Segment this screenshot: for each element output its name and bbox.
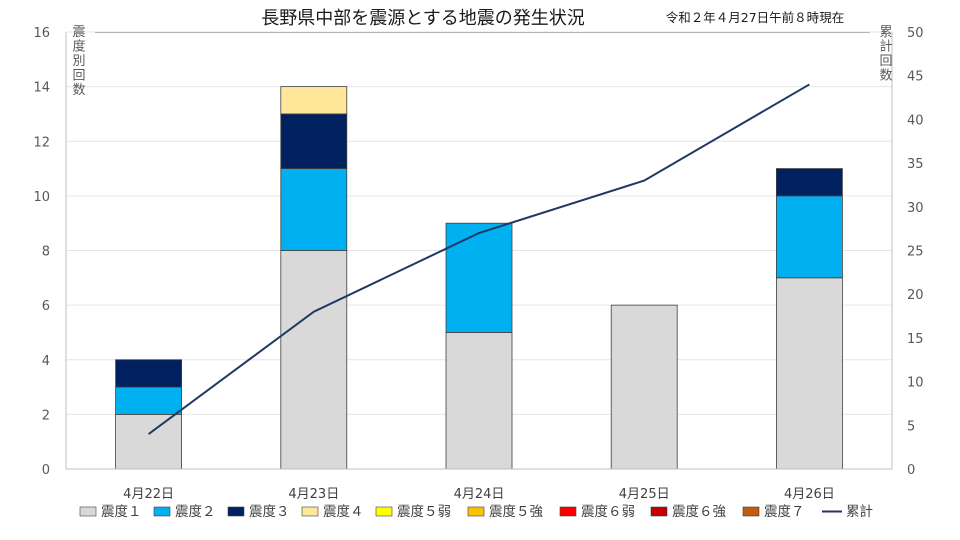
bar-segment [280,86,348,115]
legend-item: 震度７ [742,504,805,520]
legend-item: 震度１ [79,504,142,520]
bar-segment [776,195,843,279]
bar-segment [776,168,843,197]
y-right-tick-label: 45 [907,70,924,85]
y-right-axis-title-text: 累計回数 [879,25,892,84]
chart-title: 長野県中部を震源とする地震の発生状況 [261,8,584,29]
bar-segment [280,250,348,470]
y-right-tick-label: 40 [907,113,924,128]
legend-swatch [227,506,245,517]
y-left-tick-label: 0 [42,463,50,478]
y-right-tick-label: 30 [907,201,924,216]
bar-segment [445,332,513,470]
legend-item: 震度２ [153,504,216,520]
y-left-tick-label: 2 [42,408,50,423]
legend-swatch [153,506,171,517]
axes-layer: 0 2 4 6 8 10 12 14 16 0 5 10 15 20 25 30 35 40 45 50 震度別回数 累計… [33,25,923,502]
x-tick-label: 4月26日 [784,487,835,502]
y-left-tick-label: 14 [33,81,50,96]
legend-swatch [742,506,760,517]
y-right-tick-label: 50 [907,26,924,41]
legend-label: 震度７ [764,504,805,520]
legend-item: 震度５強 [467,504,543,520]
legend-label: 震度６弱 [581,504,635,520]
x-tick-label: 4月25日 [619,487,670,502]
y-right-tick-label: 5 [907,419,915,434]
legend-label: 震度２ [175,504,216,520]
y-right-tick-label: 15 [907,332,924,347]
legend-swatch [301,506,319,517]
y-left-tick-label: 16 [33,26,50,41]
legend-item: 震度３ [227,504,290,520]
y-right-tick-label: 20 [907,288,924,303]
y-left-tick-label: 4 [42,354,50,369]
legend-item: 震度４ [301,504,364,520]
legend-item: 震度６弱 [559,504,635,520]
y-left-tick-label: 8 [42,245,50,260]
legend-layer: 震度１ 震度２ 震度３ 震度４ 震度５弱 震度５強 震度６弱 震度６強 震度７ 累計 [79,504,873,520]
legend-swatch [650,506,668,517]
bar-segment [445,222,513,333]
x-tick-label: 4月24日 [454,487,505,502]
bars-layer [115,86,843,470]
x-tick-label: 4月22日 [123,487,174,502]
y-right-tick-label: 35 [907,157,924,172]
y-left-axis-title: 震度別回数 [72,25,85,98]
legend-swatch [79,506,97,517]
line-layer [148,83,810,435]
date-note: 令和２年４月27日午前８時現在 [666,10,844,25]
y-left-tick-label: 12 [33,135,50,150]
legend-swatch [375,506,393,517]
x-tick-label: 4月23日 [288,487,339,502]
bar-segment [280,113,348,169]
bar-segment [280,168,348,251]
y-left-tick-label: 6 [42,299,50,314]
legend-label: 震度４ [323,504,364,520]
legend-label: 累計 [846,504,873,520]
bar-segment [115,386,182,415]
legend-label: 震度６強 [672,504,726,520]
y-right-tick-label: 10 [907,376,924,391]
legend-swatch [559,506,577,517]
y-left-tick-label: 10 [33,190,50,205]
y-right-tick-label: 0 [907,463,915,478]
legend-item: 震度６強 [650,504,726,520]
bar-segment [115,359,182,388]
legend-label: 震度５弱 [397,504,451,520]
bar-segment [776,277,843,470]
legend-label: 震度３ [249,504,290,520]
legend-item: 累計 [822,504,873,520]
bar-segment [115,413,182,470]
y-left-axis-title-text: 震度別回数 [72,25,85,98]
legend-label: 震度５強 [489,504,543,520]
y-right-tick-label: 25 [907,245,924,260]
y-right-axis-title: 累計回数 [879,25,892,84]
legend-swatch [467,506,485,517]
bar-segment [610,304,678,470]
legend-item: 震度５弱 [375,504,451,520]
legend-label: 震度１ [101,504,142,520]
